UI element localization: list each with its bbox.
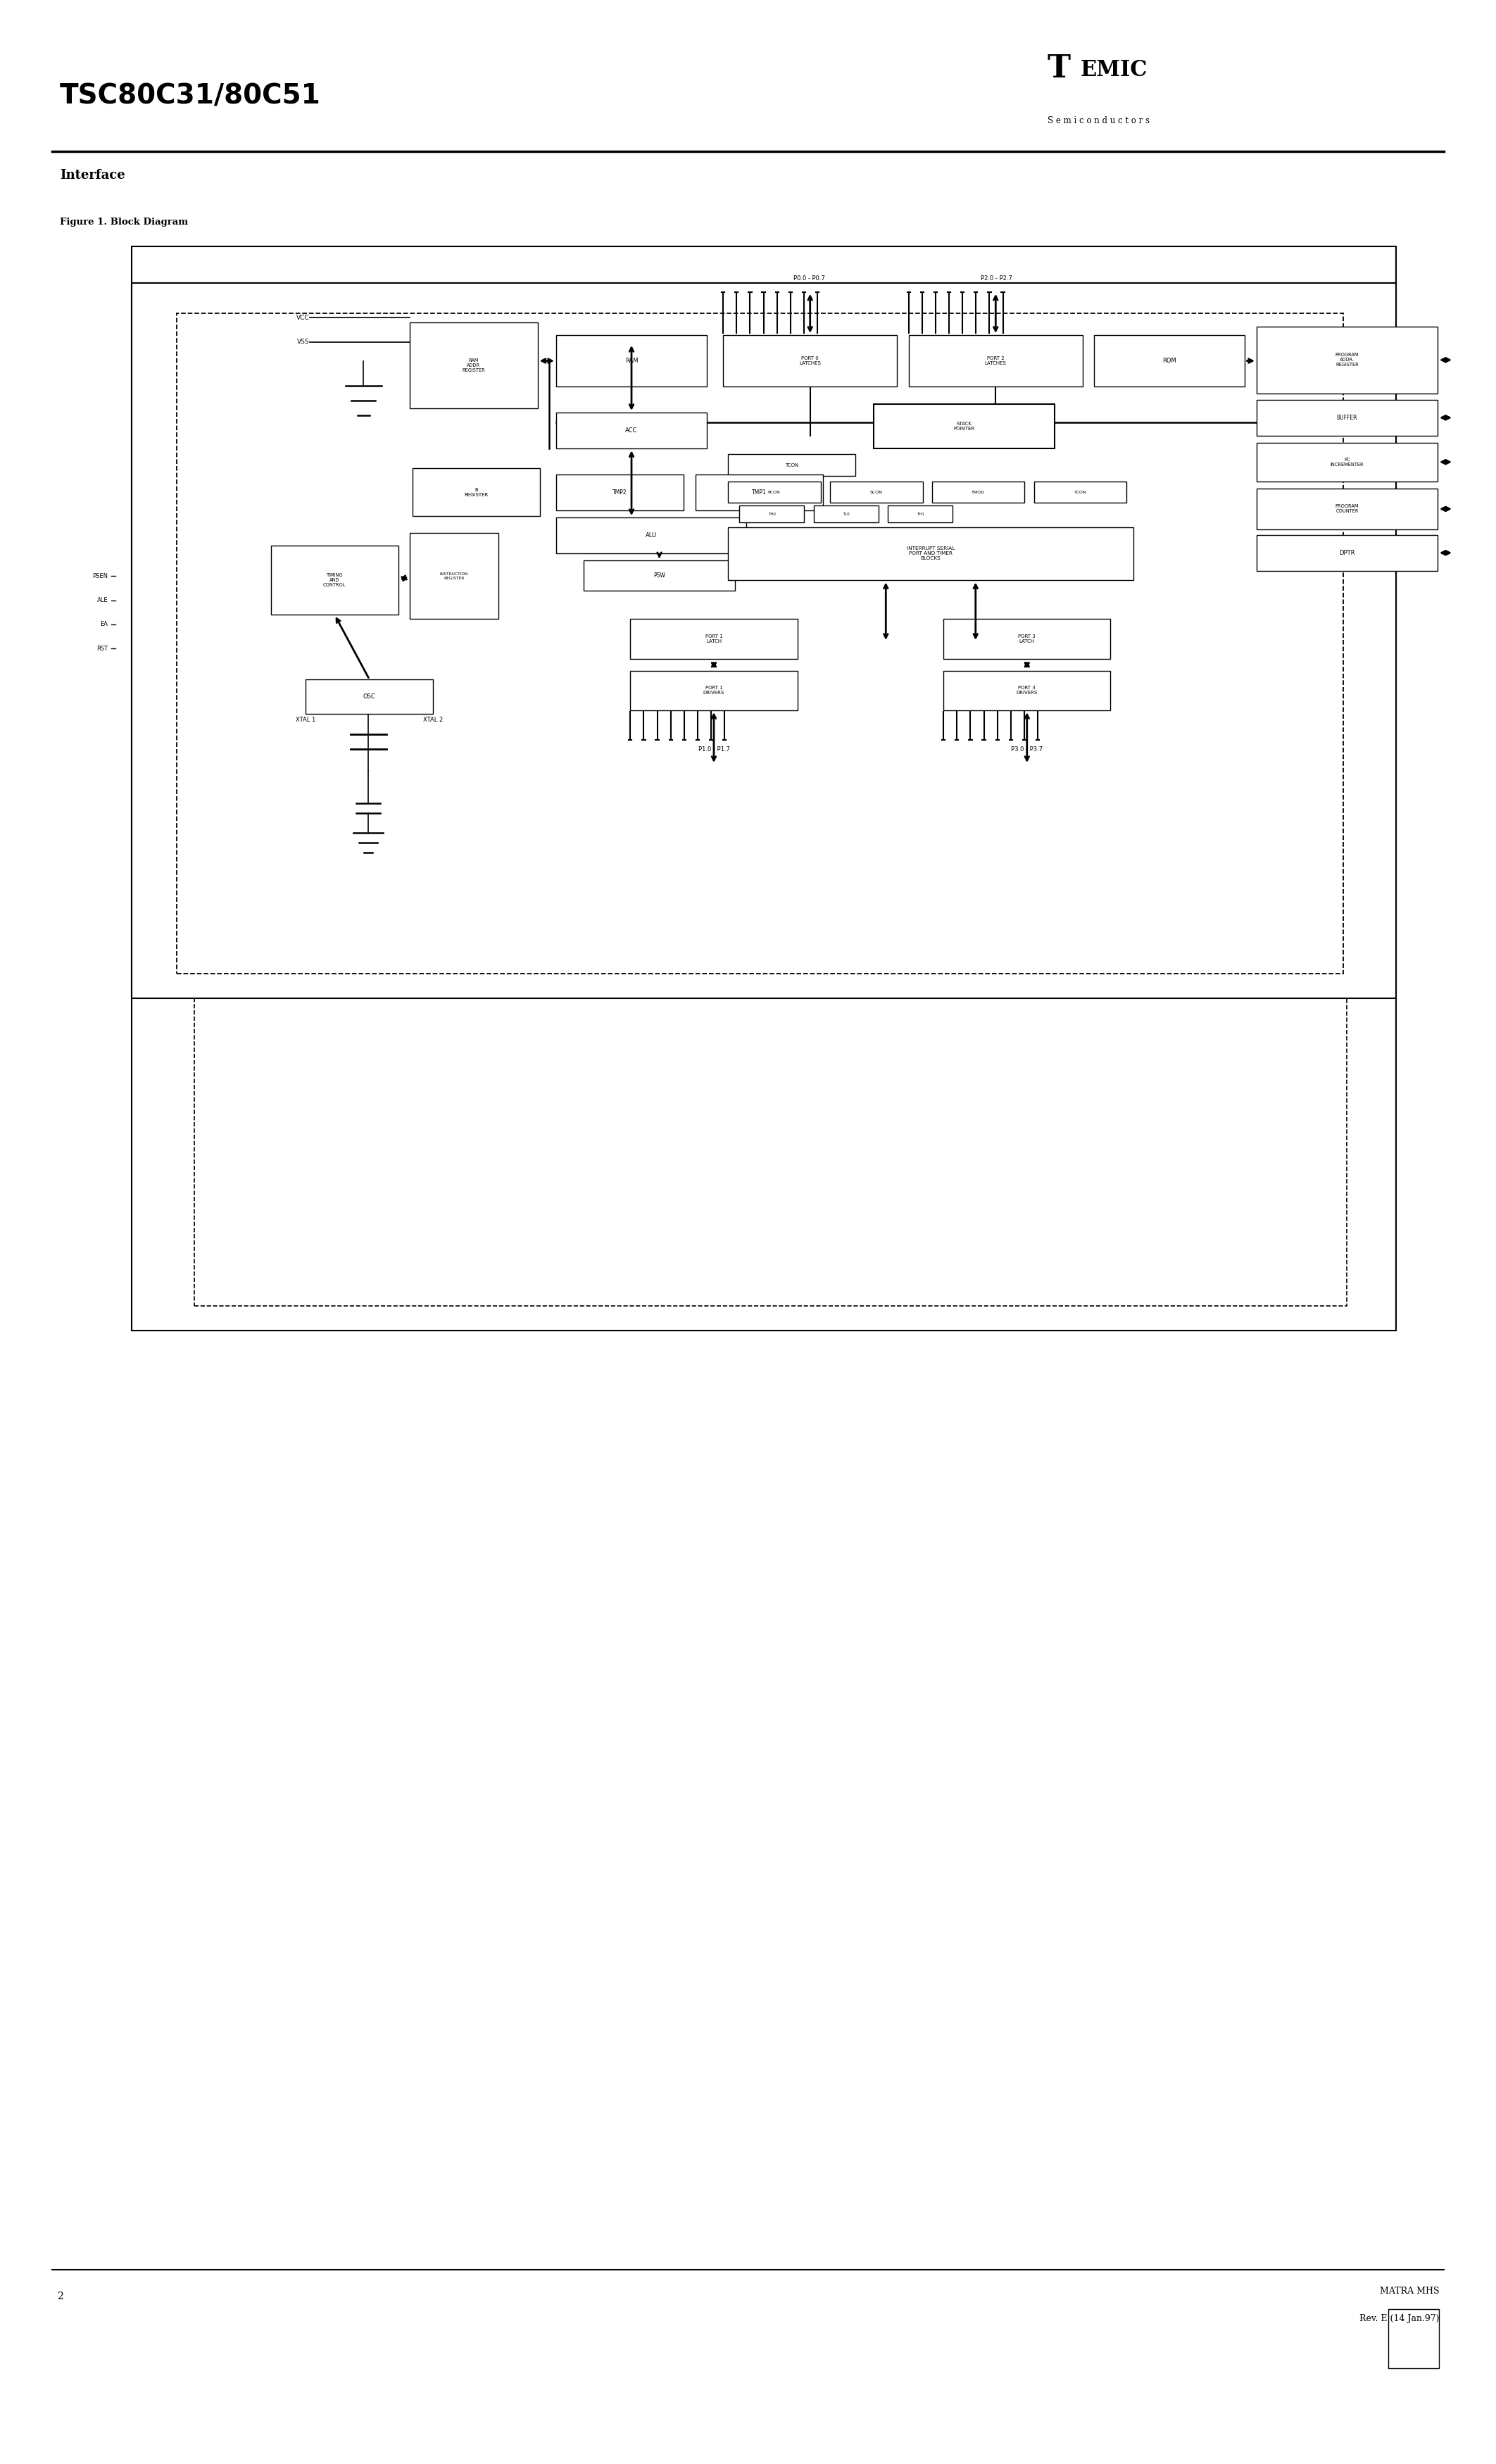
Text: T: T [1047,54,1071,84]
Text: ALE: ALE [97,596,108,604]
Text: EMIC: EMIC [1080,59,1147,81]
Bar [1034,480,1126,503]
Text: SCON: SCON [869,490,883,493]
Text: EA: EA [100,621,108,628]
Text: Rev. E (14 Jan.97): Rev. E (14 Jan.97) [1360,2314,1439,2324]
Text: Figure 1. Block Diagram: Figure 1. Block Diagram [60,217,188,227]
Bar [410,323,537,409]
Text: PORT 1
DRIVERS: PORT 1 DRIVERS [703,685,724,695]
Bar [132,283,1396,998]
Bar [1257,325,1438,394]
Text: TMP2: TMP2 [613,490,627,495]
Text: TMOD: TMOD [971,490,984,493]
Text: PSW: PSW [654,572,666,579]
Text: VCC: VCC [296,315,310,320]
Text: P2.0 - P2.7: P2.0 - P2.7 [981,276,1013,281]
Text: BUFFER: BUFFER [1336,414,1357,421]
Bar [557,335,708,387]
Bar [727,453,856,476]
Text: PROGRAM
ADDR.
REGISTER: PROGRAM ADDR. REGISTER [1336,352,1358,367]
Text: P1.0 - P1.7: P1.0 - P1.7 [699,747,730,754]
Bar [1257,535,1438,572]
Text: S e m i c o n d u c t o r s: S e m i c o n d u c t o r s [1047,116,1149,126]
Text: 2: 2 [57,2292,63,2301]
Bar [887,505,953,522]
Bar [908,335,1083,387]
Bar [1257,399,1438,436]
Text: ALU: ALU [646,532,657,540]
Text: TH0: TH0 [767,513,775,515]
Text: ACC: ACC [625,426,637,434]
Text: INTERRUPT SERIAL
PORT AND TIMER
BLOCKS: INTERRUPT SERIAL PORT AND TIMER BLOCKS [907,547,954,562]
Bar [194,296,1346,1306]
Text: XTAL 2: XTAL 2 [423,717,443,722]
Text: PC
INCREMENTER: PC INCREMENTER [1330,458,1364,466]
Bar [727,480,820,503]
Text: TIMING
AND
CONTROL: TIMING AND CONTROL [323,574,346,586]
Bar [723,335,898,387]
Text: TCON: TCON [785,463,799,468]
Text: TH1: TH1 [917,513,925,515]
Text: RAM
ADDR
REGISTER: RAM ADDR REGISTER [462,357,485,372]
Bar [739,505,805,522]
Text: P3.0 - P3.7: P3.0 - P3.7 [1011,747,1043,754]
Bar [630,618,797,658]
Bar [132,246,1396,1331]
Text: INSTRUCTION
REGISTER: INSTRUCTION REGISTER [440,572,468,579]
Text: RST: RST [97,646,108,650]
Bar [271,547,398,616]
Text: Interface: Interface [60,168,126,182]
Bar [557,517,747,554]
Text: TSC80C31/80C51: TSC80C31/80C51 [60,84,320,108]
Text: PORT 3
DRIVERS: PORT 3 DRIVERS [1016,685,1038,695]
Bar [727,527,1134,582]
Bar [413,468,540,515]
Bar [830,480,923,503]
Text: PCON: PCON [767,490,781,493]
Bar [557,411,708,448]
Bar [1257,444,1438,480]
Text: PROGRAM
COUNTER: PROGRAM COUNTER [1336,505,1358,513]
Bar [932,480,1025,503]
Text: PORT 1
LATCH: PORT 1 LATCH [705,633,723,643]
Text: MATRA MHS: MATRA MHS [1379,2287,1439,2296]
Text: PORT 0
LATCHES: PORT 0 LATCHES [799,357,821,365]
Bar [583,562,735,591]
Text: P0.0 - P0.7: P0.0 - P0.7 [793,276,824,281]
Text: XTAL 1: XTAL 1 [296,717,316,722]
Text: TL0: TL0 [842,513,850,515]
Text: PORT 3
LATCH: PORT 3 LATCH [1019,633,1035,643]
Text: PSEN: PSEN [93,574,108,579]
Bar [177,313,1343,973]
Text: TCON: TCON [1074,490,1086,493]
Bar [410,532,498,618]
Bar [1257,488,1438,530]
Bar [305,680,434,715]
Bar [944,618,1110,658]
Bar [1388,2309,1439,2368]
Bar [814,505,878,522]
Text: TMP1: TMP1 [752,490,766,495]
Text: RAM: RAM [625,357,637,365]
Bar [944,670,1110,710]
Text: DPTR: DPTR [1339,549,1355,557]
Text: OSC: OSC [364,692,375,700]
Text: VSS: VSS [298,338,310,345]
Text: STACK
POINTER: STACK POINTER [954,421,975,431]
Bar [874,404,1055,448]
Bar [696,476,823,510]
Text: ROM: ROM [1162,357,1176,365]
Text: B
REGISTER: B REGISTER [464,488,488,498]
Text: PORT 2
LATCHES: PORT 2 LATCHES [984,357,1007,365]
Bar [557,476,684,510]
Bar [1094,335,1245,387]
Bar [630,670,797,710]
